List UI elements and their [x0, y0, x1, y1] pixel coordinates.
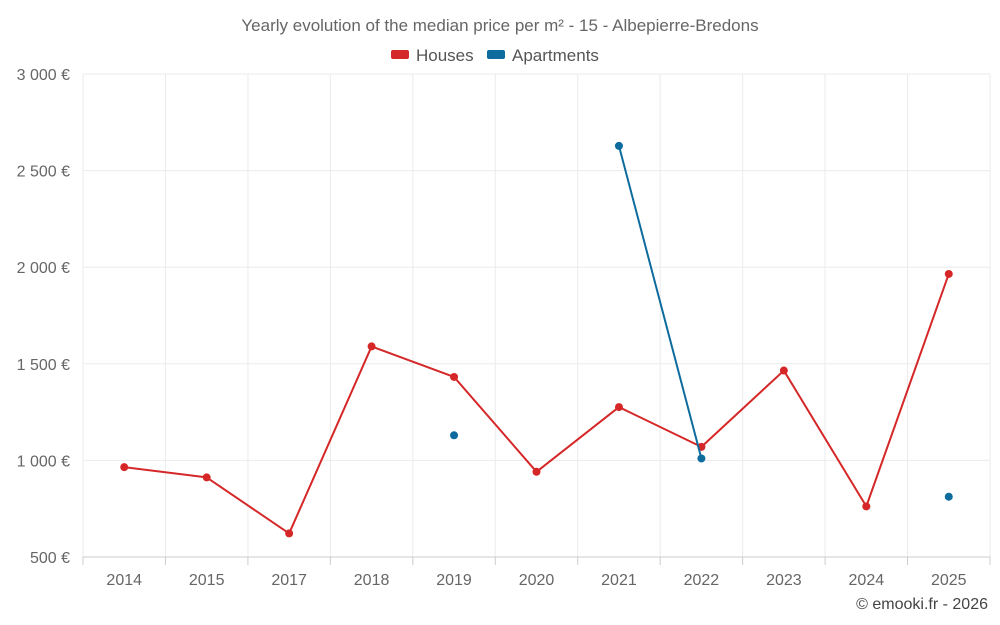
x-axis: 2014 2015 2017 2018 2019 2020 2021 2022 2023 2024… — [82, 556, 991, 589]
y-tick-label: 1 000 € — [17, 453, 70, 470]
credit-text: © emooki.fr - 2026 — [856, 596, 988, 613]
x-tick-label: 2015 — [189, 572, 225, 589]
legend-swatch — [391, 50, 409, 59]
data-point[interactable] — [614, 141, 623, 150]
data-point[interactable] — [944, 269, 953, 278]
x-tick-label: 2017 — [271, 572, 307, 589]
x-tick-label: 2022 — [684, 572, 720, 589]
chart-title: Yearly evolution of the median price per… — [241, 16, 758, 35]
data-point[interactable] — [614, 403, 623, 412]
x-tick-label: 2025 — [931, 572, 967, 589]
data-point[interactable] — [202, 473, 211, 482]
x-tick-label: 2018 — [354, 572, 390, 589]
data-point[interactable] — [862, 502, 871, 511]
series-line — [617, 145, 703, 459]
y-tick-label: 3 000 € — [17, 67, 70, 84]
y-axis: 500 € 1 000 € 1 500 € 2 000 € 2 500 € 3 000 € — [17, 67, 70, 567]
legend-item-apartments[interactable]: Apartments — [487, 46, 599, 65]
y-tick-label: 2 000 € — [17, 260, 70, 277]
legend: Houses Apartments — [391, 46, 599, 65]
data-point[interactable] — [532, 467, 541, 476]
x-tick-label: 2020 — [519, 572, 555, 589]
x-tick-label: 2023 — [766, 572, 802, 589]
data-point[interactable] — [944, 492, 953, 501]
y-tick-label: 500 € — [30, 550, 70, 567]
gridlines — [82, 73, 991, 558]
data-point[interactable] — [120, 463, 129, 472]
legend-item-houses[interactable]: Houses — [391, 46, 474, 65]
data-point[interactable] — [285, 529, 294, 538]
legend-label: Apartments — [512, 46, 599, 65]
x-tick-label: 2024 — [849, 572, 885, 589]
y-tick-label: 1 500 € — [17, 357, 70, 374]
data-point[interactable] — [450, 372, 459, 381]
y-tick-label: 2 500 € — [17, 164, 70, 181]
series-houses — [120, 269, 953, 538]
series-layer — [120, 141, 953, 538]
data-point[interactable] — [697, 454, 706, 463]
legend-label: Houses — [416, 46, 474, 65]
data-point[interactable] — [450, 431, 459, 440]
data-point[interactable] — [779, 366, 788, 375]
x-tick-label: 2019 — [436, 572, 472, 589]
data-point[interactable] — [367, 342, 376, 351]
legend-swatch — [487, 50, 505, 59]
series-apartments — [450, 141, 953, 501]
x-tick-label: 2014 — [106, 572, 142, 589]
x-tick-label: 2021 — [601, 572, 637, 589]
